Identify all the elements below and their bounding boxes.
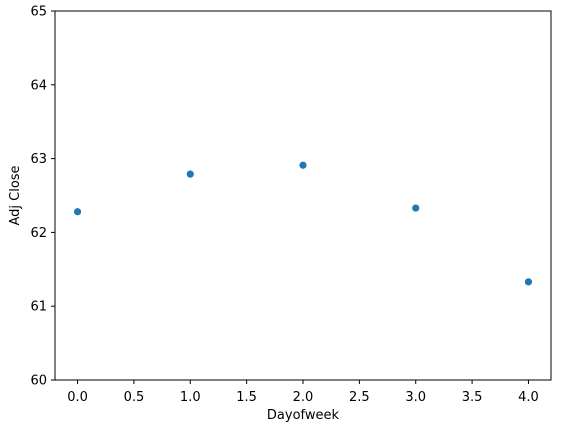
data-points <box>73 161 533 286</box>
x-tick-label: 2.5 <box>349 390 370 405</box>
y-axis-label: Adj Close <box>8 165 23 225</box>
y-tick-label: 63 <box>30 152 47 167</box>
x-tick-label: 3.5 <box>462 390 483 405</box>
x-tick-label: 2.0 <box>293 390 314 405</box>
data-point <box>524 278 533 286</box>
y-tick-label: 64 <box>30 78 47 93</box>
x-tick-label: 4.0 <box>518 390 539 405</box>
x-axis-label: Dayofweek <box>267 408 340 423</box>
x-tick-label: 1.0 <box>180 390 201 405</box>
ticks: 0.0 0.5 1.0 1.5 2.0 2.5 3.0 3.5 4.0 60 61 62 63 64 65 <box>30 5 538 406</box>
y-tick-label: 65 <box>30 5 47 20</box>
data-point <box>73 208 82 216</box>
x-tick-label: 1.5 <box>236 390 257 405</box>
x-tick-label: 3.0 <box>405 390 426 405</box>
axes <box>54 10 552 381</box>
x-tick-label: 0.5 <box>124 390 145 405</box>
y-tick-label: 60 <box>30 374 47 389</box>
data-point <box>186 170 194 178</box>
plot-frame <box>54 10 552 381</box>
data-point <box>299 161 307 169</box>
y-tick-label: 61 <box>30 300 47 315</box>
x-tick-label: 0.0 <box>67 390 88 405</box>
y-tick-label: 62 <box>30 226 47 241</box>
data-point <box>412 204 420 212</box>
